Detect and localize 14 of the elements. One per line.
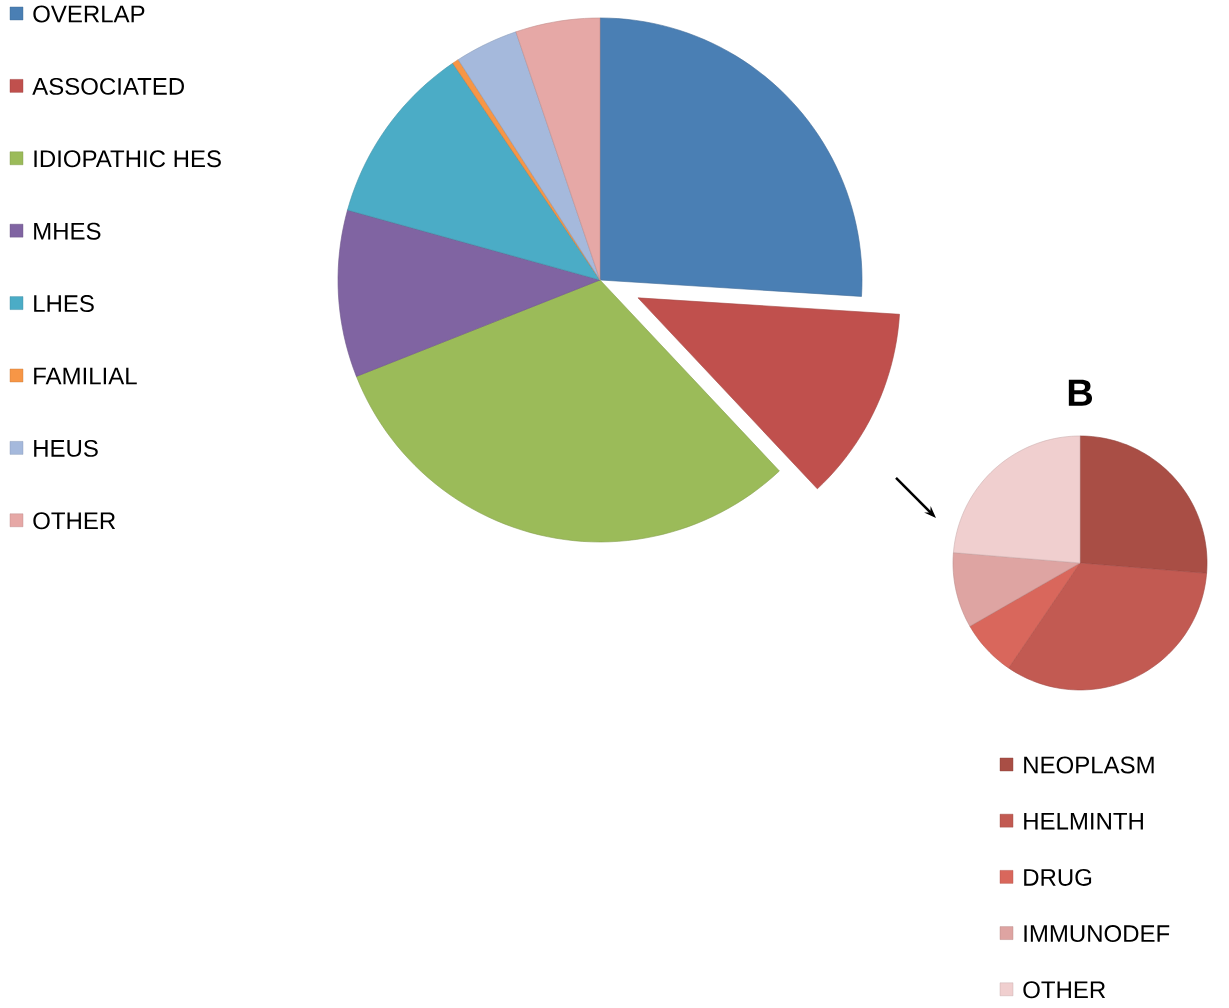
legend-label: OTHER [1023, 981, 1106, 999]
legend-label: NEOPLASM [1024, 756, 1154, 774]
legend-label: MHES [34, 222, 101, 240]
legend-label: HELMINTH [1024, 812, 1143, 830]
legend-label: FAMILIAL [34, 367, 137, 385]
chart-title: B [1068, 379, 1093, 406]
legend-label: OTHER [33, 512, 116, 530]
legend-label: LHES [34, 295, 94, 313]
legend-label: OVERLAP [33, 5, 145, 23]
legend-label: ASSOCIATED [32, 77, 184, 95]
legend-label: HEUS [34, 439, 98, 457]
legend-label: IMMUNODEF [1024, 925, 1170, 943]
legend-label: IDIOPATHIC HES [34, 150, 221, 168]
legend-label: DRUG [1024, 868, 1092, 886]
